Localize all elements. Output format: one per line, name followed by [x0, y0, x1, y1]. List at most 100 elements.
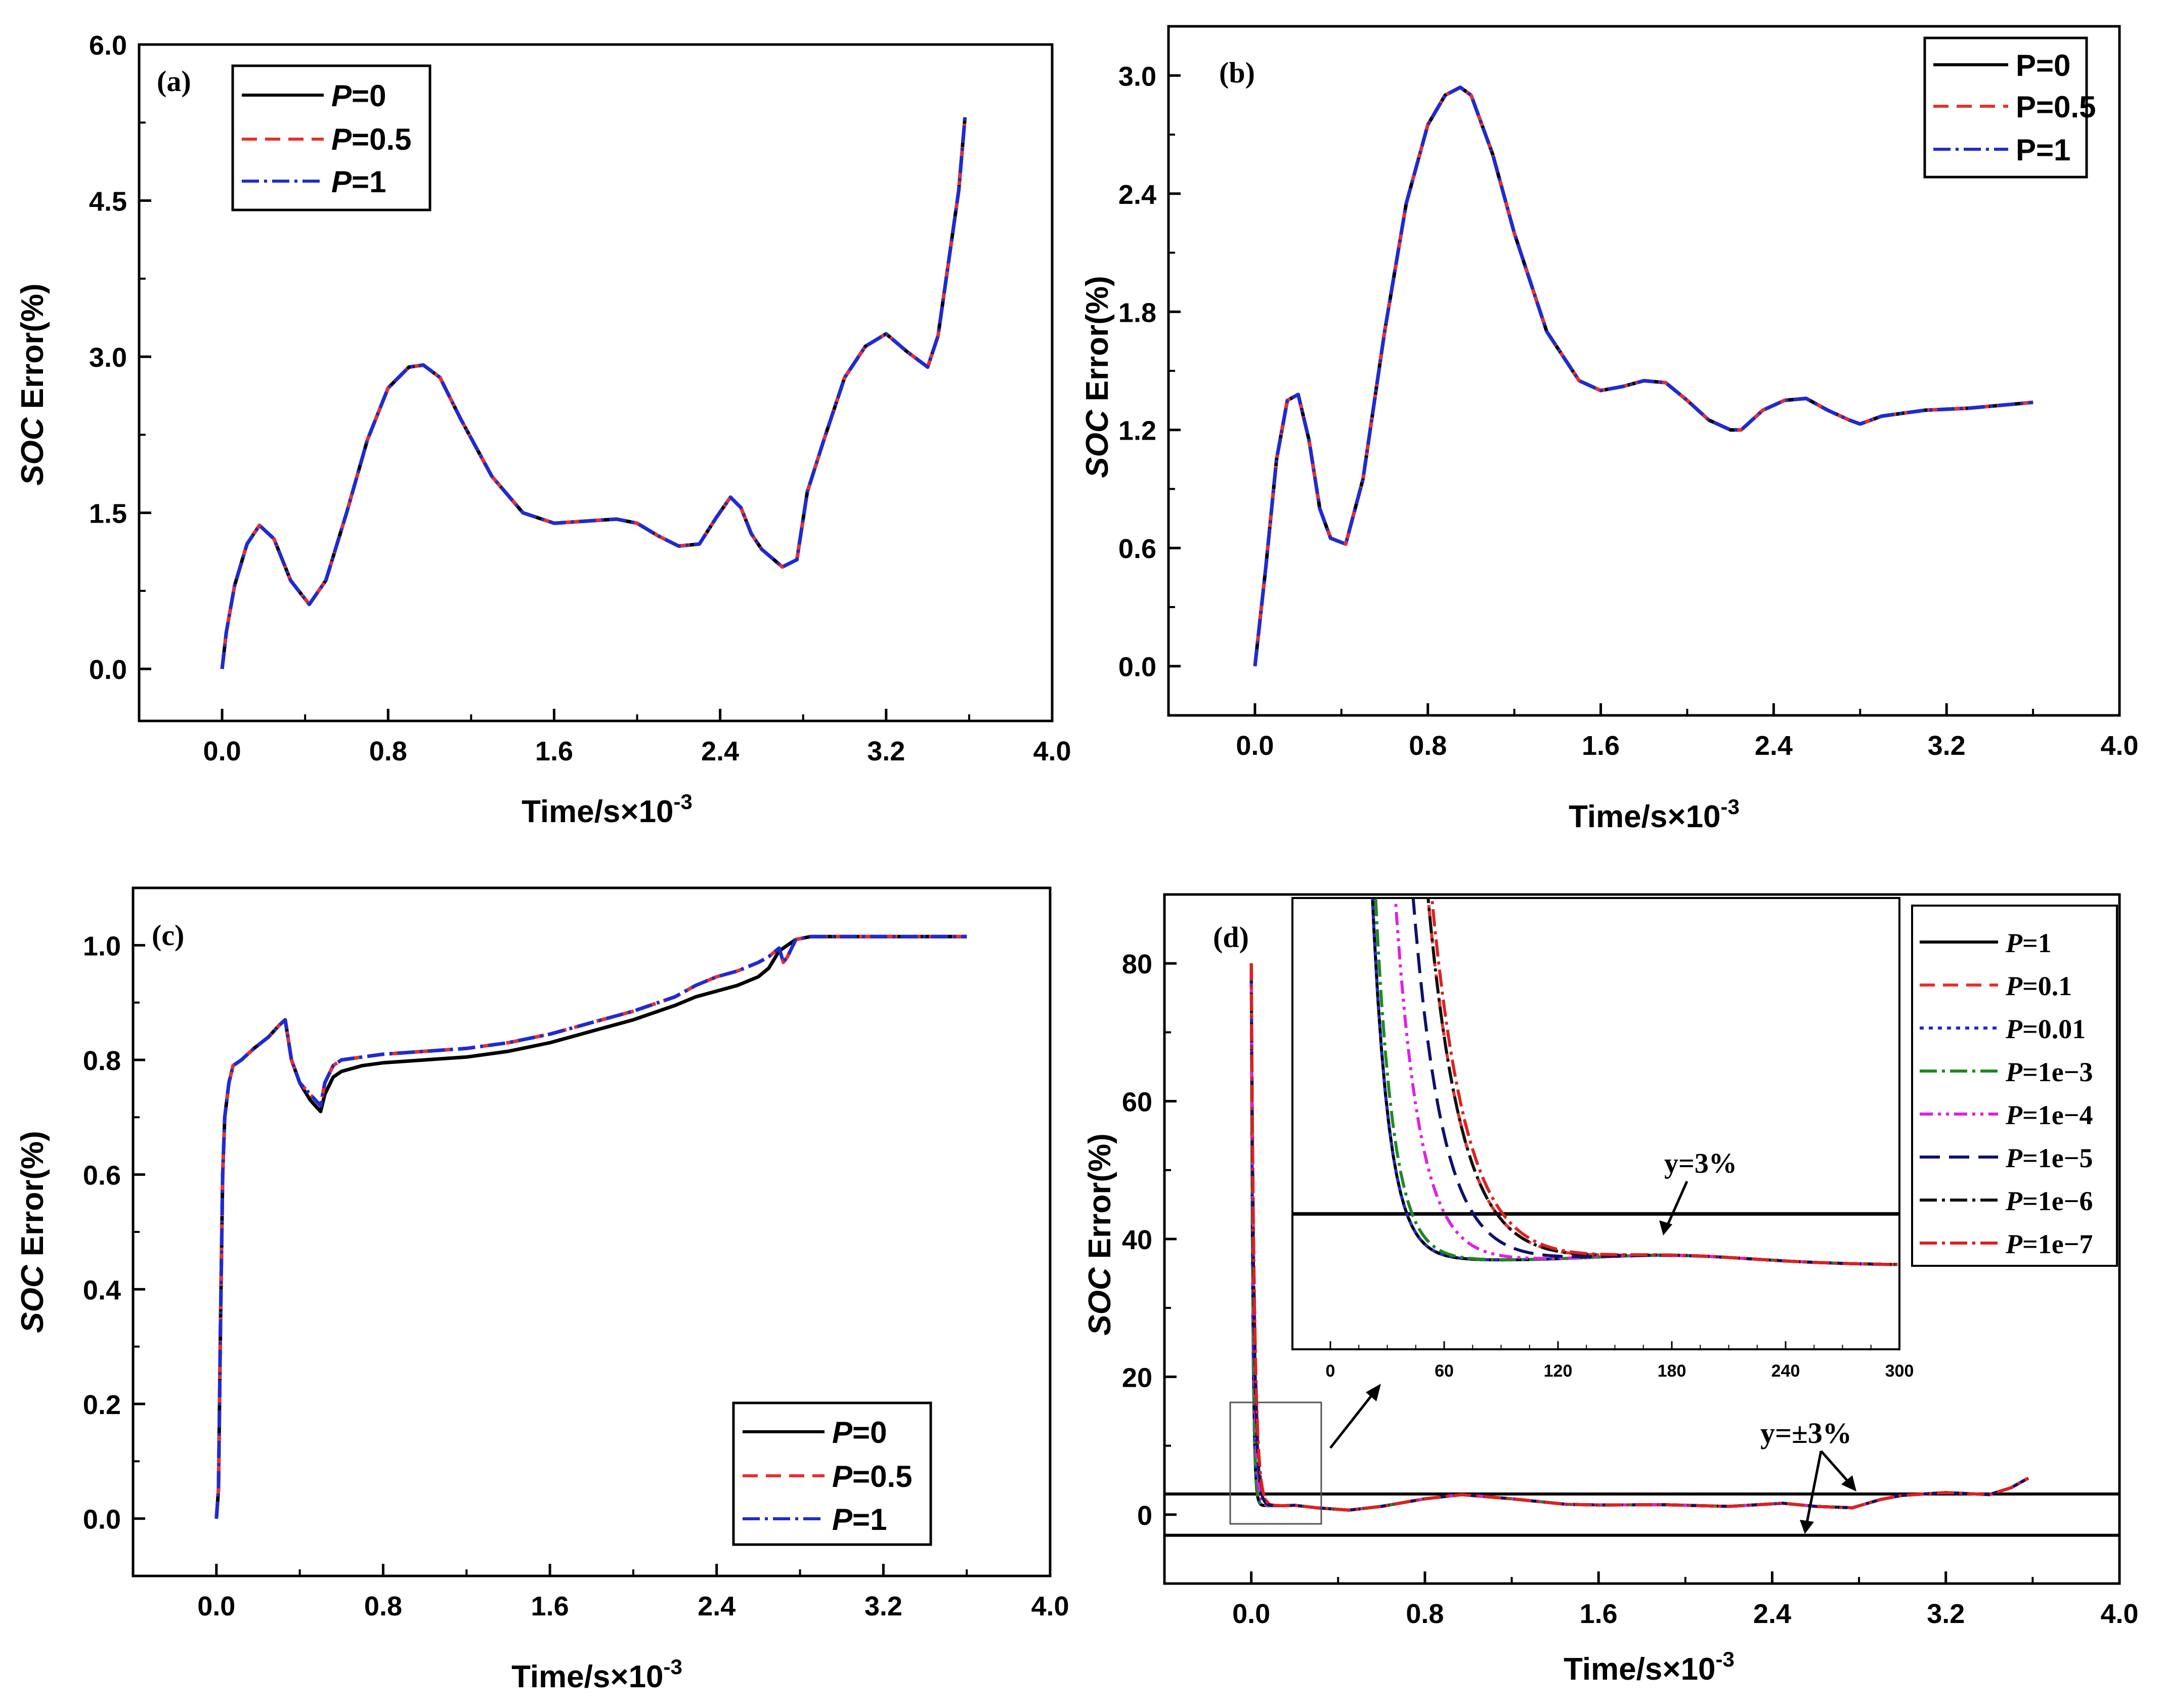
- annotation-arrowhead-upper: [1841, 1475, 1856, 1491]
- x-tick-label-b: 3.2: [1928, 731, 1966, 761]
- inset-x-tick-label: 120: [1544, 1361, 1573, 1381]
- y-tick-label-d: 20: [1122, 1362, 1152, 1393]
- y-tick-label-b: 3.0: [1118, 61, 1156, 92]
- y-tick-label-b: 2.4: [1118, 180, 1156, 210]
- inset-annotation-arrow: [1665, 1180, 1688, 1228]
- zoom-arrow: [1329, 1390, 1376, 1449]
- legend-label-b-p0: P=0: [2016, 49, 2070, 82]
- y-tick-label-b: 0.6: [1118, 534, 1156, 564]
- x-tick-label-c: 0.0: [197, 1591, 235, 1621]
- y-tick-label-c: 0.8: [83, 1046, 121, 1076]
- x-tick-label-a: 0.8: [369, 736, 407, 766]
- plot-area-c: 0.0 0.8 1.6 2.4 3.2 4.0 0.0 0.2 0.4 0.6 0.8 1.0: [83, 931, 1069, 1621]
- inset-x-tick-label: 180: [1658, 1361, 1686, 1381]
- y-axis-label-d: SOC Error(%): [1082, 1133, 1117, 1336]
- x-tick-label-c: 3.2: [864, 1591, 902, 1621]
- zoom-region-box: [1229, 1401, 1322, 1525]
- legend-box-c: [732, 1401, 932, 1546]
- x-tick-label-d: 1.6: [1580, 1599, 1618, 1629]
- zoom-arrow-head: [1366, 1384, 1381, 1401]
- legend-b: P=0 P=0.5 P=1: [1923, 36, 2096, 179]
- x-tick-label-d: 0.0: [1232, 1599, 1270, 1629]
- series-line-d-7: [1249, 963, 2029, 1512]
- x-axis-label-a: Time/s×10-3: [522, 790, 692, 829]
- legend-box-d: [1911, 905, 2118, 1267]
- legend-label-d-7: P=1e−7: [2005, 1229, 2093, 1259]
- x-tick-label-a: 3.2: [867, 736, 905, 766]
- legend-label-a-p1: P=1: [331, 165, 386, 199]
- inset-annotation-arrowhead: [1659, 1220, 1672, 1235]
- axes-frame-b: [1167, 25, 2121, 717]
- x-tick-label-b: 1.6: [1582, 731, 1620, 761]
- panel-d: 0.0 0.8 1.6 2.4 3.2 4.0 0 20 40 60 80 (d) Time/s×1…: [1082, 893, 2139, 1687]
- axes-frame-d: [1163, 893, 2121, 1585]
- series-line-b-1: [1253, 86, 2033, 667]
- x-tick-label-b: 0.8: [1409, 731, 1447, 761]
- legend-d-items: P=1 P=0.1 P=0.01 P=1e−3 P=1e−4 P=1e−5 P=1e−6 P=…: [1920, 928, 2093, 1259]
- y-tick-label-a: 0.0: [89, 655, 127, 685]
- y-tick-label-c: 0.2: [83, 1390, 121, 1420]
- x-tick-label-d: 0.8: [1406, 1599, 1444, 1629]
- inset-x-tick-label: 240: [1771, 1361, 1800, 1381]
- x-axis-label-b: Time/s×10-3: [1569, 795, 1740, 834]
- x-axis-label-d: Time/s×10-3: [1564, 1647, 1735, 1687]
- x-tick-label-a: 2.4: [701, 736, 739, 766]
- legend-label-d-4: P=1e−4: [2005, 1100, 2093, 1130]
- y-tick-label-a: 4.5: [89, 187, 127, 217]
- y-tick-label-c: 0.4: [83, 1275, 121, 1305]
- x-axis-label-c: Time/s×10-3: [511, 1655, 682, 1694]
- inset-curves: [1371, 898, 1898, 1266]
- y-axis-label-c: SOC Error(%): [15, 1131, 50, 1333]
- panel-label-d: (d): [1213, 921, 1249, 954]
- legend-label-d-1: P=0.1: [2005, 971, 2072, 1001]
- legend-label-d-0: P=1: [2005, 928, 2052, 958]
- inset-x-tick-label: 60: [1435, 1361, 1454, 1381]
- panel-b: 0.0 0.8 1.6 2.4 3.2 4.0 0.0 0.6 1.2 1.8 2.4 3.0 (b)…: [1080, 25, 2139, 834]
- y-tick-label-d: 40: [1122, 1225, 1152, 1255]
- series-line-c-2: [214, 934, 967, 1519]
- y-tick-label-d: 60: [1122, 1087, 1152, 1118]
- y-tick-label-c: 0.0: [83, 1505, 121, 1535]
- legend-label-a-p05: P=0.5: [331, 122, 411, 156]
- legend-label-d-3: P=1e−3: [2005, 1057, 2093, 1087]
- x-tick-label-b: 2.4: [1755, 731, 1793, 761]
- x-tick-label-a: 0.0: [203, 736, 241, 766]
- axes-frame-c: [132, 886, 1052, 1577]
- panel-label-c: (c): [152, 919, 184, 952]
- y-axis-label-b: SOC Error(%): [1080, 276, 1115, 478]
- inset-d: 0 60 120 180 240 300 y=3%: [1291, 897, 1914, 1381]
- inset-background: [1292, 898, 1899, 1349]
- x-tick-label-b: 4.0: [2100, 731, 2138, 761]
- legend-label-b-p1: P=1: [2016, 133, 2070, 167]
- x-tick-label-c: 4.0: [1031, 1591, 1069, 1621]
- legend-label-a-p0: P=0: [331, 79, 386, 113]
- y-tick-label-a: 6.0: [89, 30, 127, 61]
- legend-label-c-p1: P=1: [832, 1503, 887, 1536]
- x-tick-label-c: 2.4: [698, 1591, 735, 1621]
- legend-label-c-p05: P=0.5: [832, 1460, 912, 1493]
- annotation-arrowhead-lower: [1800, 1520, 1814, 1534]
- x-tick-label-d: 3.2: [1927, 1599, 1965, 1629]
- x-tick-label-d: 4.0: [2100, 1599, 2138, 1629]
- series-line-b-2: [1253, 86, 2033, 667]
- inset-frame: [1291, 897, 1900, 1350]
- legend-label-d-5: P=1e−5: [2005, 1143, 2093, 1173]
- y-tick-label-a: 3.0: [89, 343, 127, 373]
- plot-area-b: 0.0 0.8 1.6 2.4 3.2 4.0 0.0 0.6 1.2 1.8 2.4 3.0: [1118, 61, 2139, 761]
- plot-area-a: 0.0 0.8 1.6 2.4 3.2 4.0 0.0 1.5 3.0 4.5 6.0: [89, 30, 1071, 766]
- x-tick-label-a: 4.0: [1033, 736, 1071, 766]
- inset-x-tick-label: 300: [1885, 1361, 1914, 1381]
- series-line-b-0: [1253, 86, 2033, 667]
- panel-label-a: (a): [157, 65, 191, 98]
- legend-label-c-p0: P=0: [832, 1416, 887, 1449]
- y-tick-label-b: 0.0: [1118, 652, 1156, 682]
- panel-label-b: (b): [1219, 56, 1255, 89]
- axes-frame-a: [138, 43, 1054, 722]
- x-tick-label-d: 2.4: [1753, 1599, 1791, 1629]
- annotation-pm3: y=±3%: [1760, 1417, 1852, 1449]
- y-axis-label-a: SOC Error(%): [15, 283, 50, 486]
- legend-label-d-6: P=1e−6: [2005, 1186, 2093, 1216]
- y-tick-label-d: 0: [1137, 1501, 1152, 1531]
- inset-annotation: y=3%: [1664, 1148, 1737, 1179]
